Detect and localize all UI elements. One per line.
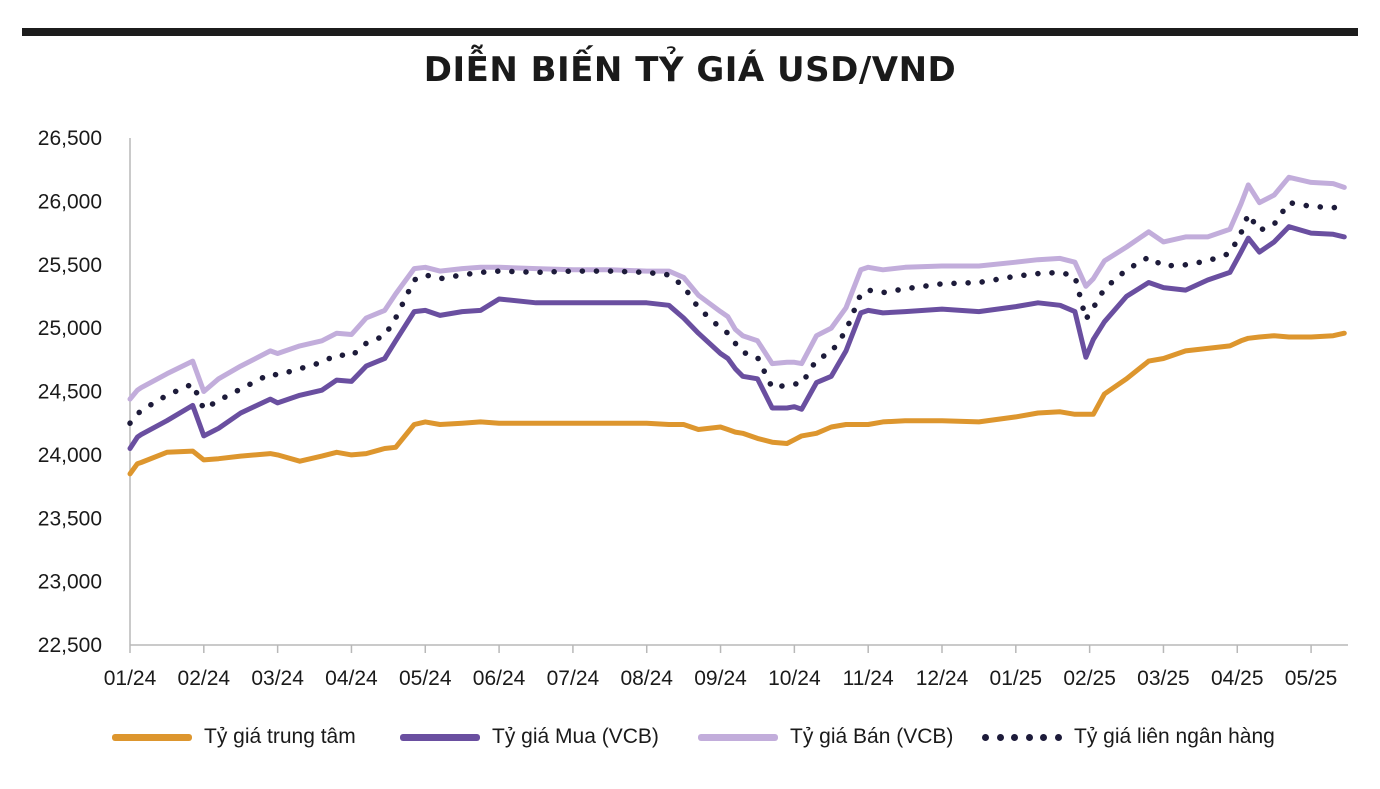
x-tick-label: 01/25 [990,667,1043,690]
x-tick-label: 05/24 [399,667,452,690]
x-tick-label: 03/24 [251,667,304,690]
legend-item-buy: Tỷ giá Mua (VCB) [400,720,659,754]
x-tick-label: 09/24 [694,667,747,690]
y-tick-label: 25,500 [38,254,102,277]
series-line-buy [127,224,1347,451]
y-tick-label: 24,000 [38,444,102,467]
x-tick-label: 07/24 [547,667,600,690]
x-tick-label: 01/24 [104,667,157,690]
top-rule [22,28,1358,36]
y-tick-label: 25,000 [38,317,102,340]
x-tick-label: 06/24 [473,667,526,690]
legend-label-central: Tỷ giá trung tâm [204,725,356,748]
legend-swatch-sell [698,733,778,741]
series-line-central [127,330,1347,477]
legend-label-buy: Tỷ giá Mua (VCB) [492,725,659,748]
series-line-sell [127,174,1347,402]
legend-label-interbank: Tỷ giá liên ngân hàng [1074,725,1275,748]
x-tick-label: 02/24 [178,667,231,690]
x-tick-label: 05/25 [1285,667,1338,690]
x-tick-label: 03/25 [1137,667,1190,690]
legend-swatch-central [112,733,192,741]
y-tick-label: 24,500 [38,381,102,404]
legend-item-central: Tỷ giá trung tâm [112,720,356,754]
x-tick-label: 10/24 [768,667,821,690]
y-tick-label: 26,000 [38,190,102,213]
series-line-interbank [127,199,1348,426]
y-tick-label: 23,500 [38,507,102,530]
x-tick-label: 12/24 [916,667,969,690]
chart-title: DIỄN BIẾN TỶ GIÁ USD/VND [423,50,957,90]
series-lines [127,174,1348,477]
x-tick-label: 08/24 [620,667,673,690]
x-tick-label: 11/24 [843,667,894,690]
axes: 22,500 23,000 23,500 24,000 24,500 25,000 25,5… [38,127,1348,690]
x-tick-label: 04/24 [325,667,378,690]
y-tick-label: 23,000 [38,571,102,594]
legend-item-sell: Tỷ giá Bán (VCB) [698,720,953,754]
legend-swatch-interbank [982,733,1062,741]
legend: Tỷ giá trung tâm Tỷ giá Mua (VCB) Tỷ giá… [0,720,1380,754]
x-tick-label: 02/25 [1063,667,1116,690]
y-tick-label: 22,500 [38,634,102,657]
legend-label-sell: Tỷ giá Bán (VCB) [790,725,954,748]
legend-swatch-buy [400,733,480,741]
legend-item-interbank: Tỷ giá liên ngân hàng [982,720,1275,754]
x-tick-label: 04/25 [1211,667,1264,690]
y-tick-label: 26,500 [38,127,102,150]
